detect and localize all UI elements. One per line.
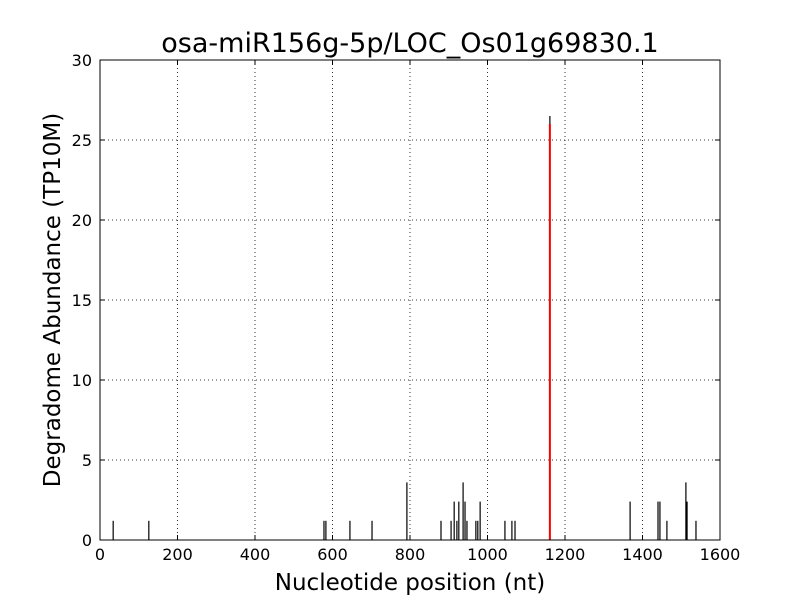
y-tick-label: 20: [72, 211, 92, 230]
x-tick-label: 600: [317, 545, 348, 564]
y-tick-label: 25: [72, 131, 92, 150]
x-tick-label: 800: [395, 545, 426, 564]
x-tick-label: 1000: [467, 545, 508, 564]
x-axis-label: Nucleotide position (nt): [275, 570, 545, 596]
x-tick-label: 1400: [622, 545, 663, 564]
y-tick-label: 30: [72, 51, 92, 70]
y-tick-label: 10: [72, 371, 92, 390]
y-axis-label: Degradome Abundance (TP10M): [40, 113, 66, 487]
x-tick-label: 400: [240, 545, 271, 564]
y-tick-label: 5: [82, 451, 92, 470]
y-tick-label: 15: [72, 291, 92, 310]
y-tick-label: 0: [82, 531, 92, 550]
x-tick-label: 1600: [700, 545, 741, 564]
chart-title: osa-miR156g-5p/LOC_Os01g69830.1: [161, 28, 658, 59]
x-tick-label: 1200: [545, 545, 586, 564]
x-tick-label: 200: [162, 545, 193, 564]
plot-frame: [99, 59, 721, 541]
x-tick-label: 0: [95, 545, 105, 564]
